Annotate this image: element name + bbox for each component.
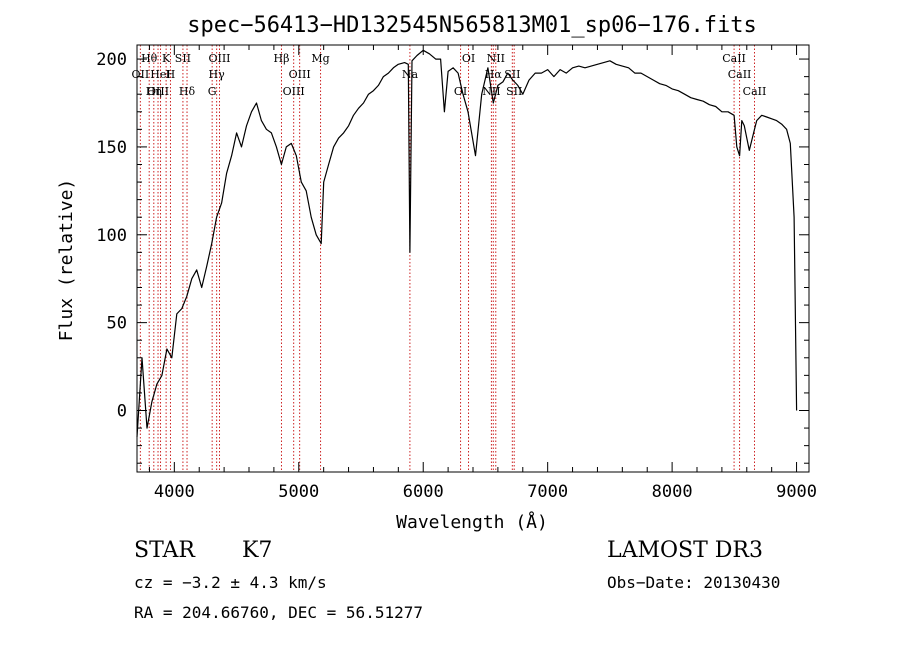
line-marker-label: SII	[504, 68, 520, 81]
line-marker-label: SII	[506, 85, 522, 98]
survey-name: LAMOST DR3	[607, 538, 763, 563]
x-tick-label: 9000	[776, 482, 817, 502]
line-markers	[139, 45, 755, 472]
x-tick-label: 5000	[278, 482, 319, 502]
line-marker-label: OII	[132, 68, 150, 81]
y-axis-ticks: 0 50 100 150 200	[96, 50, 809, 464]
line-marker-label: Hβ	[274, 52, 290, 65]
line-marker-label: Hγ	[209, 68, 226, 81]
line-marker-label: OIII	[208, 52, 230, 65]
line-marker-label: CaII	[722, 52, 746, 65]
y-tick-label: 150	[96, 138, 127, 158]
x-axis-ticks: 4000 5000 6000 7000 8000 9000	[148, 45, 817, 502]
line-marker-label: OIII	[147, 85, 169, 98]
line-marker-label: CaII	[728, 68, 752, 81]
line-marker-label: H	[166, 68, 176, 81]
plot-frame	[136, 44, 810, 473]
object-subclass: K7	[242, 538, 273, 563]
y-tick-label: 200	[96, 50, 127, 70]
y-tick-label: 50	[107, 314, 127, 334]
coordinates: RA = 204.66760, DEC = 56.51277	[134, 603, 423, 622]
line-marker-label: G	[208, 85, 217, 98]
line-marker-labels: HθOIIOIIIKHeIHηSIIHHδOIIIHγGHβOIIIOIIIMg…	[132, 52, 767, 98]
line-marker-label: SII	[175, 52, 191, 65]
line-marker-label: Na	[402, 68, 419, 81]
line-marker-label: NII	[487, 52, 505, 65]
line-marker-label: OIII	[289, 68, 311, 81]
line-marker-label: OIII	[283, 85, 305, 98]
x-tick-label: 8000	[652, 482, 693, 502]
line-marker-label: Hη	[146, 85, 162, 98]
line-marker-label: OI	[462, 52, 475, 65]
x-tick-label: 7000	[527, 482, 568, 502]
object-class: STAR	[134, 538, 195, 563]
y-axis-label: Flux (relative)	[56, 179, 77, 342]
x-tick-label: 6000	[403, 482, 444, 502]
flux-series-line	[136, 49, 798, 437]
y-tick-label: 100	[96, 226, 127, 246]
line-marker-label: HeI	[150, 68, 170, 81]
y-tick-label: 0	[117, 401, 127, 421]
x-axis-label: Wavelength (Å)	[396, 511, 548, 533]
line-marker-label: Mg	[311, 52, 329, 65]
redshift-info: cz = −3.2 ± 4.3 km/s	[134, 573, 327, 592]
observation-date: Obs−Date: 20130430	[607, 573, 781, 592]
line-marker-label: CaII	[743, 85, 767, 98]
x-tick-label: 4000	[154, 482, 195, 502]
line-marker-label: Hδ	[179, 85, 196, 98]
chart-title: spec−56413−HD132545N565813M01_sp06−176.f…	[187, 13, 757, 38]
line-marker-label: Hθ	[141, 52, 158, 65]
line-marker-label: OI	[454, 85, 467, 98]
line-marker-label: K	[162, 52, 171, 65]
